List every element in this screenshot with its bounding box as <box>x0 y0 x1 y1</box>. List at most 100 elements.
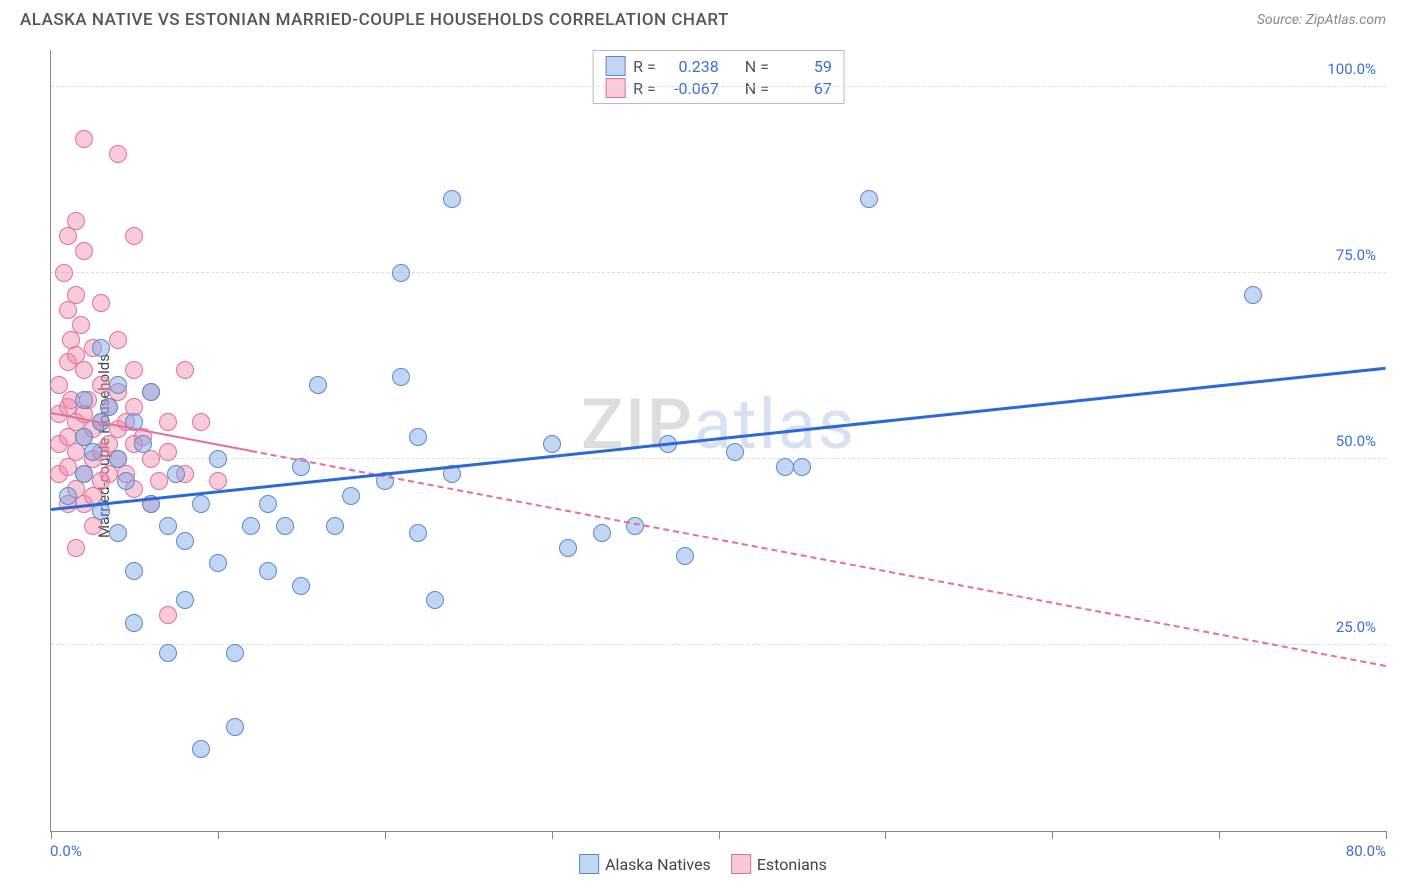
x-tick <box>1052 831 1053 839</box>
chart-title: ALASKA NATIVE VS ESTONIAN MARRIED-COUPLE… <box>20 10 729 30</box>
source-label: Source: ZipAtlas.com <box>1257 12 1386 28</box>
data-point <box>793 458 811 476</box>
data-point <box>559 539 577 557</box>
legend-label: Estonians <box>757 855 827 874</box>
data-point <box>59 487 77 505</box>
x-tick <box>885 831 886 839</box>
data-point <box>543 435 561 453</box>
data-point <box>409 428 427 446</box>
data-point <box>1244 286 1262 304</box>
data-point <box>176 532 194 550</box>
x-tick-label-min: 0.0% <box>50 842 82 860</box>
data-point <box>150 472 168 490</box>
data-point <box>109 450 127 468</box>
x-tick <box>385 831 386 839</box>
y-tick-label: 75.0% <box>1336 246 1376 264</box>
data-point <box>292 577 310 595</box>
data-point <box>67 286 85 304</box>
n-label: N = <box>745 57 769 76</box>
data-point <box>176 361 194 379</box>
data-point <box>226 644 244 662</box>
data-point <box>67 539 85 557</box>
data-point <box>409 524 427 542</box>
data-point <box>55 264 73 282</box>
data-point <box>226 718 244 736</box>
data-point <box>72 316 90 334</box>
x-tick <box>51 831 52 839</box>
data-point <box>443 190 461 208</box>
data-point <box>276 517 294 535</box>
data-point <box>109 145 127 163</box>
data-point <box>84 443 102 461</box>
gridline <box>51 272 1386 273</box>
data-point <box>75 242 93 260</box>
data-point <box>134 435 152 453</box>
stats-row-pink: R = -0.067 N = 67 <box>605 77 832 99</box>
data-point <box>342 487 360 505</box>
data-point <box>92 294 110 312</box>
data-point <box>75 391 93 409</box>
data-point <box>125 361 143 379</box>
data-point <box>159 413 177 431</box>
r-label: R = <box>633 79 656 98</box>
swatch-blue <box>605 56 625 76</box>
data-point <box>100 398 118 416</box>
r-label: R = <box>633 57 656 76</box>
y-tick-label: 25.0% <box>1336 618 1376 636</box>
data-point <box>92 339 110 357</box>
n-label: N = <box>745 79 769 98</box>
data-point <box>593 524 611 542</box>
data-point <box>192 495 210 513</box>
x-tick-label-max: 80.0% <box>1346 842 1386 860</box>
swatch-pink <box>605 78 625 98</box>
data-point <box>142 383 160 401</box>
legend-label: Alaska Natives <box>605 855 711 874</box>
data-point <box>125 227 143 245</box>
data-point <box>209 554 227 572</box>
x-tick <box>1386 831 1387 839</box>
data-point <box>159 517 177 535</box>
data-point <box>860 190 878 208</box>
data-point <box>109 376 127 394</box>
data-point <box>75 465 93 483</box>
correlation-stats-box: R = 0.238 N = 59 R = -0.067 N = 67 <box>592 50 845 104</box>
y-tick-label: 100.0% <box>1327 60 1376 78</box>
trend-line <box>251 450 1386 667</box>
data-point <box>125 562 143 580</box>
data-point <box>159 443 177 461</box>
data-point <box>159 606 177 624</box>
watermark: ZIPatlas <box>581 384 856 466</box>
trend-line <box>51 367 1386 511</box>
data-point <box>326 517 344 535</box>
data-point <box>676 547 694 565</box>
chart-plot-area: ZIPatlas R = 0.238 N = 59 R = -0.067 N =… <box>50 50 1386 832</box>
gridline <box>51 644 1386 645</box>
data-point <box>726 443 744 461</box>
x-tick <box>218 831 219 839</box>
data-point <box>259 562 277 580</box>
legend-item-pink: Estonians <box>731 854 827 874</box>
data-point <box>109 524 127 542</box>
x-tick <box>1219 831 1220 839</box>
data-point <box>426 591 444 609</box>
data-point <box>192 413 210 431</box>
data-point <box>259 495 277 513</box>
x-tick <box>719 831 720 839</box>
data-point <box>392 264 410 282</box>
data-point <box>776 458 794 476</box>
legend-item-blue: Alaska Natives <box>579 854 711 874</box>
data-point <box>209 450 227 468</box>
data-point <box>125 614 143 632</box>
data-point <box>75 361 93 379</box>
n-value-blue: 59 <box>777 57 832 76</box>
data-point <box>67 212 85 230</box>
y-tick-label: 50.0% <box>1336 432 1376 450</box>
swatch-blue <box>579 854 599 874</box>
legend: Alaska Natives Estonians <box>579 854 827 874</box>
n-value-pink: 67 <box>777 79 832 98</box>
data-point <box>192 740 210 758</box>
data-point <box>75 130 93 148</box>
data-point <box>159 644 177 662</box>
r-value-pink: -0.067 <box>664 79 719 98</box>
data-point <box>92 376 110 394</box>
